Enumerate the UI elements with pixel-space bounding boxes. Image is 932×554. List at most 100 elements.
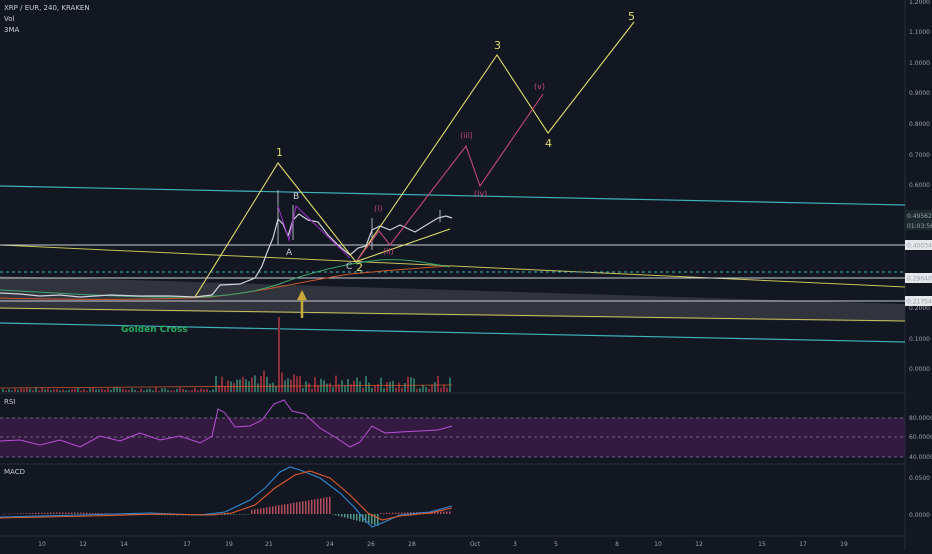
volume-bar [242,376,244,392]
wave-sub-label-i: (i) [374,204,383,213]
price-axis-tick: 0.8000 [909,121,930,128]
volume-bar [374,385,376,392]
volume-bar [113,387,115,392]
macd-title[interactable]: MACD [4,468,25,476]
wave-support-line [354,228,451,263]
volume-bar [89,388,91,392]
countdown-label: 01:03:56 [907,223,932,230]
channel-upper-line [0,185,906,206]
volume-bar [425,386,427,392]
volume-bar [209,390,211,392]
macd-histogram-bar [272,506,274,514]
volume-bar [359,381,361,392]
macd-histogram-bar [371,514,373,525]
wave-sub-path [355,93,544,263]
level-label-middle-box [905,273,932,283]
volume-bar [170,390,172,392]
time-axis-tick: 17 [183,541,191,548]
volume-bar [65,390,67,392]
rsi-axis-tick: 80.0000 [909,415,932,422]
macd-histogram-bar [32,512,34,514]
volume-bar [131,388,133,392]
volume-bar [98,389,100,392]
volume-bar [215,375,217,392]
volume-bar [326,383,328,392]
volume-bar [104,389,106,392]
volume-bar [86,390,88,392]
macd-histogram-bar [383,512,385,514]
wave-label-5: 5 [628,10,635,23]
volume-bar [92,387,94,392]
macd-histogram-bar [50,512,52,514]
volume-bar [428,388,430,392]
volume-bar [2,389,4,392]
volume-bar [59,390,61,392]
volume-bar [155,387,157,392]
time-axis-tick: 21 [265,541,273,548]
macd-histogram-bar [242,514,244,515]
rsi-axis-tick: 40.0000 [909,454,932,461]
volume-bar [134,389,136,392]
rsi-title[interactable]: RSI [4,398,16,406]
time-axis-tick: 19 [225,541,233,548]
macd-histogram-bar [29,513,31,514]
macd-histogram-bar [47,512,49,514]
volume-bar [35,387,37,392]
volume-bar [23,389,25,392]
time-axis-tick: 17 [799,541,807,548]
macd-histogram-bar [248,514,250,515]
trendline-yellow-2 [0,307,906,322]
volume-bar [356,377,358,392]
macd-histogram-bar [263,507,265,514]
macd-histogram-bar [35,512,37,514]
volume-bar [257,383,259,392]
current-price-label: 0.49562 [907,213,932,220]
time-axis-tick: Oct [470,541,481,548]
macd-histogram-bar [74,512,76,514]
macd-histogram-bar [299,501,301,514]
wave-label-2: 2 [356,261,363,274]
time-axis-tick: 10 [38,541,46,548]
volume-bar [440,387,442,392]
macd-histogram-bar [95,512,97,514]
volume-bar [62,389,64,392]
volume-bar [410,377,412,392]
volume-bar [56,388,58,392]
volume-bar [386,382,388,392]
volume-bar [146,389,148,392]
volume-bar [278,317,280,392]
macd-histogram-bar [296,502,298,514]
macd-histogram-bar [236,514,238,515]
macd-histogram-bar [314,499,316,514]
macd-histogram-bar [341,514,343,517]
abc-path [277,205,351,259]
macd-histogram-bar [392,512,394,514]
volume-bar [101,389,103,392]
time-axis-tick: 26 [367,541,375,548]
macd-histogram-bar [434,511,436,514]
macd-histogram-bar [128,514,130,515]
volume-bar [68,390,70,392]
shaded-zone [0,276,905,322]
volume-bar [320,378,322,392]
indicator-ma-label[interactable]: 3MA [4,26,20,34]
price-axis-tick: 0.6000 [909,182,930,189]
volume-bar [143,390,145,392]
time-axis-tick: 10 [654,541,662,548]
macd-histogram-bar [398,512,400,514]
macd-histogram-bar [26,513,28,514]
volume-bar [368,382,370,392]
indicator-vol-label[interactable]: Vol [4,15,15,23]
macd-histogram-bar [71,512,73,514]
macd-histogram-bar [356,514,358,521]
volume-bar [311,388,313,392]
time-axis-tick: 8 [615,541,619,548]
volume-ma-line [0,384,453,389]
rsi-axis-tick: 60.0000 [909,434,932,441]
volume-bar [191,390,193,392]
volume-bar [161,388,163,392]
volume-bar [305,381,307,392]
wave-sub-label-iii: (iii) [460,131,473,140]
